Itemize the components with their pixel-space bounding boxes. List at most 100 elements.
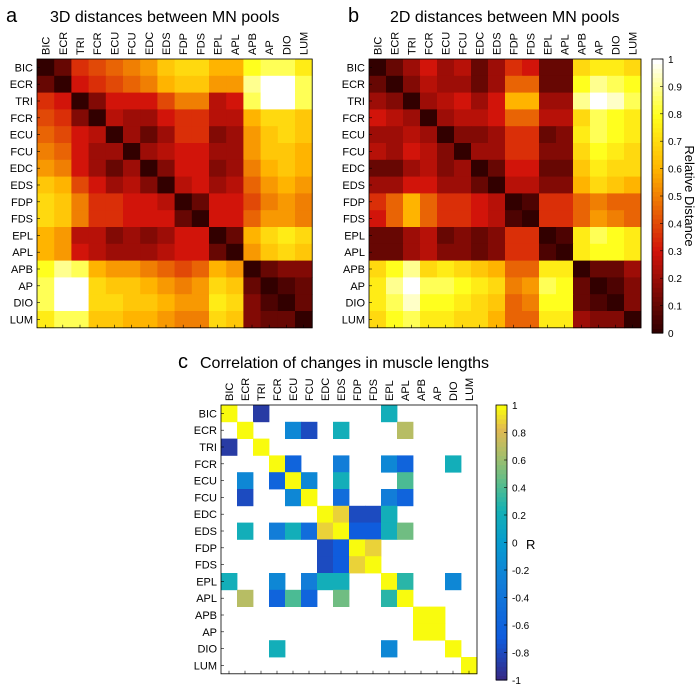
a-cell-TRI-FDS: [191, 92, 210, 110]
a-cell-FCU-AP: [260, 143, 279, 161]
a-col-label-TRI: TRI: [75, 37, 87, 55]
a-cell-AP-APB: [243, 277, 261, 295]
a-cell-EDC-EDS: [157, 159, 175, 177]
a-cell-EPL-APL: [226, 227, 244, 245]
a-col-label-ECU: ECU: [109, 32, 121, 55]
a-cell-FCR-FDP: [174, 109, 193, 127]
b-cell-FDS-LUM: [624, 210, 642, 228]
cbar-b-gradient-step: [652, 273, 663, 279]
c-cell-EDS-EDS: [333, 522, 350, 540]
b-row-label-ECU: ECU: [342, 130, 365, 142]
b-cell-EDC-EPL: [539, 159, 557, 177]
b-cell-APL-LUM: [624, 243, 642, 261]
c-row-label-APL: APL: [196, 593, 217, 605]
cbar-c-gradient-step: [496, 620, 507, 626]
b-cell-DIO-TRI: [403, 294, 421, 312]
cbar-b-tick-label: 0.4: [668, 219, 682, 230]
a-cell-FCU-LUM: [295, 143, 313, 161]
b-col-label-APL: APL: [560, 34, 572, 55]
cbar-b-gradient-step: [652, 296, 663, 302]
c-cell-EDS-EPL: [381, 522, 398, 540]
cbar-c-gradient-step: [496, 588, 507, 594]
b-cell-BIC-ECU: [437, 59, 455, 77]
a-cell-ECU-LUM: [295, 126, 313, 144]
b-cell-EPL-APL: [556, 227, 574, 245]
a-cell-LUM-EPL: [209, 311, 227, 329]
cbar-c-gradient-step: [496, 666, 507, 672]
cbar-b-tick-label: 0.5: [668, 192, 682, 203]
c-cell-FDS-FDP: [349, 556, 366, 574]
a-cell-FCR-DIO: [277, 109, 296, 127]
cbar-b-gradient-step: [652, 113, 663, 119]
a-cell-APB-ECU: [105, 260, 124, 278]
b-cell-LUM-FCU: [454, 311, 472, 329]
a-cell-FCR-FDS: [191, 109, 210, 127]
cbar-b-gradient-step: [652, 182, 663, 188]
a-cell-FDP-DIO: [277, 193, 296, 211]
a-cell-FCR-APL: [226, 109, 244, 127]
a-cell-BIC-APB: [243, 59, 261, 77]
cbar-b-gradient-step: [652, 205, 663, 211]
a-cell-DIO-ECR: [54, 294, 72, 312]
a-cell-LUM-FCR: [88, 311, 107, 329]
b-cell-FDS-FCU: [454, 210, 472, 228]
cbar-c-gradient-step: [496, 510, 507, 516]
a-col-label-FCU: FCU: [127, 32, 139, 55]
b-cell-APL-APL: [556, 243, 574, 261]
b-cell-EDC-EDS: [488, 159, 506, 177]
cbar-b-gradient-step: [652, 63, 663, 69]
b-col-label-EDC: EDC: [475, 32, 487, 55]
cbar-b-gradient-step: [652, 328, 663, 334]
b-cell-ECR-BIC: [369, 75, 387, 93]
a-row-label-DIO: DIO: [13, 298, 33, 310]
a-cell-FDP-LUM: [295, 193, 313, 211]
a-cell-FCU-BIC: [37, 143, 55, 161]
a-cell-AP-EDC: [140, 277, 158, 295]
a-cell-TRI-LUM: [295, 92, 313, 110]
cbar-c-gradient-step: [496, 414, 507, 420]
a-cell-EDC-LUM: [295, 159, 313, 177]
a-cell-BIC-APL: [226, 59, 244, 77]
b-cell-ECU-APB: [573, 126, 591, 144]
c-cell-EDS-ECU: [285, 522, 302, 540]
a-cell-FDS-TRI: [71, 210, 89, 228]
a-cell-APL-AP: [260, 243, 279, 261]
c-cell-FCU-APL: [397, 489, 414, 507]
c-cell-EDS-ECR: [237, 522, 254, 540]
cbar-c-tick-label: -0.6: [512, 621, 530, 632]
panel-c-label: c: [178, 351, 188, 373]
c-row-label-APB: APB: [195, 610, 217, 622]
b-cell-AP-EDS: [488, 277, 506, 295]
a-cell-ECU-BIC: [37, 126, 55, 144]
b-cell-TRI-FDP: [505, 92, 523, 110]
cbar-c-gradient-step: [496, 427, 507, 434]
a-cell-APL-BIC: [37, 243, 55, 261]
cbar-b-gradient-step: [652, 77, 663, 83]
cbar-b-gradient-step: [652, 177, 663, 183]
cbar-b-gradient-step: [652, 68, 663, 74]
b-cell-APB-TRI: [403, 260, 421, 278]
b-cell-BIC-LUM: [624, 59, 642, 77]
b-row-label-ECR: ECR: [342, 79, 365, 91]
a-col-label-APB: APB: [247, 33, 259, 55]
a-cell-FCU-APB: [243, 143, 261, 161]
c-cell-EPL-APL: [397, 573, 414, 591]
b-cell-FCU-EDC: [471, 143, 489, 161]
a-cell-DIO-EDC: [140, 294, 158, 312]
c-cell-EDS-FDS: [365, 522, 382, 540]
a-cell-FCU-EPL: [209, 143, 227, 161]
b-cell-APL-EPL: [539, 243, 557, 261]
a-cell-TRI-EPL: [209, 92, 227, 110]
b-cell-APB-BIC: [369, 260, 387, 278]
a-cell-TRI-FCR: [88, 92, 107, 110]
cbar-c-gradient-step: [496, 647, 507, 654]
b-cell-ECU-FDS: [522, 126, 540, 144]
a-cell-FDS-ECU: [105, 210, 124, 228]
panel-a-title: 3D distances between MN pools: [50, 9, 279, 26]
a-cell-FDS-EDC: [140, 210, 158, 228]
a-cell-EDC-BIC: [37, 159, 55, 177]
b-cell-EPL-ECU: [437, 227, 455, 245]
cbar-b-gradient-step: [652, 323, 663, 330]
a-cell-AP-ECU: [105, 277, 124, 295]
cbar-c-gradient-step: [496, 629, 507, 635]
